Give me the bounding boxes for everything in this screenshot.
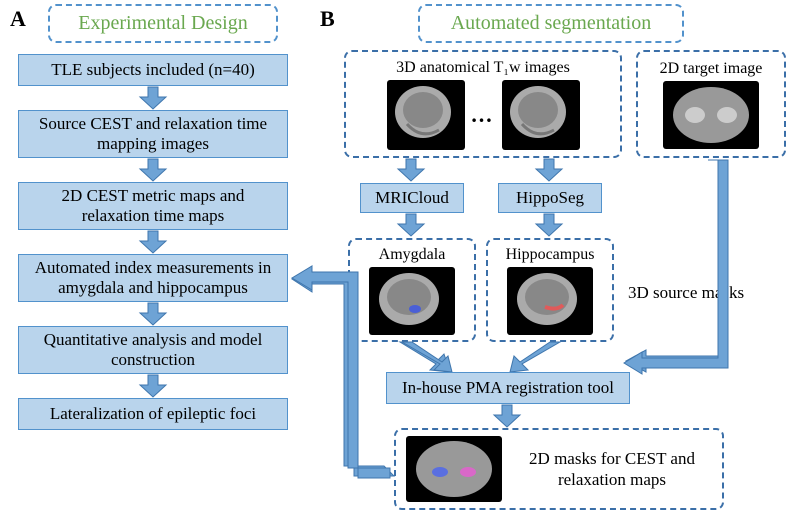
mricloud-text: MRICloud bbox=[375, 188, 449, 208]
brain-axial-icon bbox=[663, 81, 759, 149]
panel-b-header-text: Automated segmentation bbox=[451, 12, 652, 34]
mricloud-box: MRICloud bbox=[360, 183, 464, 213]
brain-masks-icon bbox=[406, 436, 502, 502]
panel-a-header-text: Experimental Design bbox=[78, 12, 247, 34]
step-box-5: Quantitative analysis and model construc… bbox=[18, 326, 288, 374]
panel-b-label: B bbox=[320, 6, 335, 32]
step-text: TLE subjects included (n=40) bbox=[51, 60, 255, 80]
step-box-2: Source CEST and relaxation time mapping … bbox=[18, 110, 288, 158]
panel-a-label: A bbox=[10, 6, 26, 32]
hipposeg-text: HippoSeg bbox=[516, 188, 584, 208]
arrow-down-icon bbox=[536, 159, 562, 181]
step-text: Lateralization of epileptic foci bbox=[50, 404, 256, 424]
arrow-down-icon bbox=[140, 159, 166, 181]
step-box-4: Automated index measurements in amygdala… bbox=[18, 254, 288, 302]
target-label: 2D target image bbox=[660, 60, 763, 78]
output-label: 2D masks for CEST and relaxation maps bbox=[512, 448, 712, 491]
t1w-label: 3D anatomical T₁w images bbox=[396, 59, 570, 77]
arrow-down-icon bbox=[398, 159, 424, 181]
hippocampus-box: Hippocampus bbox=[486, 238, 614, 342]
arrow-down-icon bbox=[494, 405, 520, 427]
hipposeg-box: HippoSeg bbox=[498, 183, 602, 213]
registration-text: In-house PMA registration tool bbox=[402, 378, 614, 398]
brain-sagittal-icon bbox=[502, 80, 580, 150]
arrow-down-icon bbox=[140, 303, 166, 325]
arrow-down-icon bbox=[140, 375, 166, 397]
arrow-long-left-icon bbox=[290, 268, 394, 476]
arrow-long-down-icon bbox=[618, 160, 748, 376]
output-box: 2D masks for CEST and relaxation maps bbox=[394, 428, 724, 510]
t1w-box: 3D anatomical T₁w images … bbox=[344, 50, 622, 158]
registration-box: In-house PMA registration tool bbox=[386, 372, 630, 404]
step-box-6: Lateralization of epileptic foci bbox=[18, 398, 288, 430]
panel-b-header: Automated segmentation bbox=[418, 4, 684, 43]
arrow-down-icon bbox=[140, 231, 166, 253]
arrow-down-icon bbox=[140, 87, 166, 109]
step-box-3: 2D CEST metric maps and relaxation time … bbox=[18, 182, 288, 230]
arrow-down-icon bbox=[398, 214, 424, 236]
step-text: 2D CEST metric maps and relaxation time … bbox=[27, 186, 279, 227]
brain-sagittal-icon bbox=[387, 80, 465, 150]
arrow-diag-icon bbox=[508, 342, 568, 372]
arrow-diag-icon bbox=[394, 342, 454, 372]
panel-a-header: Experimental Design bbox=[48, 4, 278, 43]
arrow-down-icon bbox=[536, 214, 562, 236]
brain-hippocampus-icon bbox=[507, 267, 593, 335]
step-text: Source CEST and relaxation time mapping … bbox=[27, 114, 279, 155]
amygdala-label: Amygdala bbox=[379, 246, 446, 264]
target-box: 2D target image bbox=[636, 50, 786, 158]
step-text: Automated index measurements in amygdala… bbox=[27, 258, 279, 299]
hippocampus-label: Hippocampus bbox=[506, 246, 595, 264]
step-text: Quantitative analysis and model construc… bbox=[27, 330, 279, 371]
ellipsis-icon: … bbox=[471, 102, 496, 128]
step-box-1: TLE subjects included (n=40) bbox=[18, 54, 288, 86]
